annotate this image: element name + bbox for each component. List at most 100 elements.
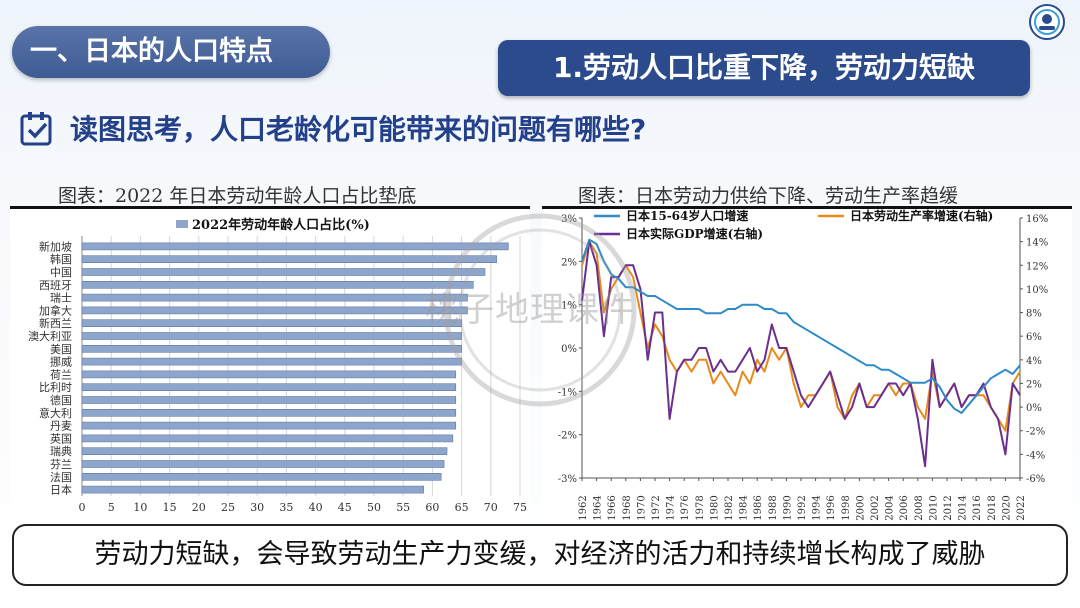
bar bbox=[81, 255, 497, 264]
x-tick-label: 0 bbox=[79, 501, 86, 514]
right-tick-label: -4% bbox=[1026, 450, 1045, 461]
x-tick-label: 2006 bbox=[899, 495, 910, 520]
right-tick-label: -6% bbox=[1026, 474, 1045, 485]
y-tick-label: 日本 bbox=[50, 483, 72, 497]
y-tick-label: 澳大利亚 bbox=[28, 329, 72, 343]
x-tick-label: 1968 bbox=[622, 495, 633, 520]
x-tick-label: 1982 bbox=[724, 495, 735, 520]
legend-swatch bbox=[176, 220, 188, 228]
line-chart: 3% 2% 1% 0% -1% -2% -3% 16% 14% 12% 10% 8% 6% 4% 2% 0% -… bbox=[558, 208, 1048, 521]
bar bbox=[81, 421, 457, 430]
y-tick-label: 荷兰 bbox=[50, 368, 72, 381]
bar bbox=[81, 332, 462, 340]
x-tick-label: 1990 bbox=[782, 495, 793, 520]
x-tick-label: 1984 bbox=[739, 495, 750, 520]
right-chart-caption: 图表：日本劳动力供给下降、劳动生产率趋缓 bbox=[578, 185, 959, 207]
x-tick-label: 40 bbox=[309, 501, 323, 514]
x-tick-label: 2004 bbox=[885, 495, 896, 520]
x-tick-label: 55 bbox=[396, 501, 410, 514]
series-line bbox=[581, 238, 1021, 414]
x-tick-label: 65 bbox=[455, 501, 469, 514]
series-line bbox=[581, 240, 1021, 468]
section-title: 一、日本的人口特点 bbox=[12, 26, 330, 78]
y-tick-label: 美国 bbox=[50, 343, 72, 356]
x-tick-label: 1992 bbox=[797, 495, 808, 520]
x-tick-label: 2002 bbox=[870, 495, 881, 520]
bar bbox=[81, 472, 442, 481]
legend-label: 日本劳动生产率增速(右轴) bbox=[850, 208, 993, 223]
y-tick-label: 芬兰 bbox=[50, 458, 72, 471]
x-tick-label: 15 bbox=[163, 501, 177, 514]
x-tick-label: 1978 bbox=[695, 495, 706, 520]
legend-label: 2022年劳动年龄人口占比(%) bbox=[192, 217, 370, 233]
question-row: 读图思考，人口老龄化可能带来的问题有哪些? bbox=[20, 106, 646, 150]
bar bbox=[81, 409, 457, 417]
x-tick-label: 45 bbox=[338, 501, 352, 514]
bar bbox=[81, 370, 457, 379]
series-line bbox=[581, 240, 1021, 432]
bar bbox=[81, 306, 468, 315]
right-tick-label: 8% bbox=[1026, 309, 1042, 320]
left-chart-panel: 0 5 10 15 20 25 30 35 40 45 50 55 60 65 70 75 2022年劳动年龄人… bbox=[10, 206, 530, 524]
y-tick-label: 瑞典 bbox=[50, 444, 72, 458]
bar bbox=[81, 357, 462, 366]
bar bbox=[81, 319, 462, 327]
x-tick-label: 1994 bbox=[812, 495, 823, 520]
y-tick-label: 挪威 bbox=[50, 355, 72, 369]
x-tick-label: 1998 bbox=[841, 495, 852, 520]
y-tick-label: 西班牙 bbox=[39, 279, 72, 292]
y-tick-label: 中国 bbox=[50, 266, 72, 279]
x-tick-label: 2018 bbox=[987, 495, 998, 520]
x-tick-label: 2000 bbox=[855, 495, 866, 520]
y-tick-label: 丹麦 bbox=[50, 420, 72, 433]
x-tick-label: 1970 bbox=[636, 495, 647, 520]
y-tick-label: 新加坡 bbox=[39, 239, 72, 253]
left-tick-label: -3% bbox=[558, 474, 577, 485]
x-tick-label: 30 bbox=[250, 501, 264, 514]
conclusion-box: 劳动力短缺，会导致劳动生产力变缓，对经济的活力和持续增长构成了威胁 bbox=[12, 524, 1068, 586]
y-tick-label: 新西兰 bbox=[39, 316, 72, 330]
y-tick-label: 英国 bbox=[50, 431, 72, 445]
x-tick-label: 10 bbox=[133, 501, 147, 514]
x-tick-label: 2022 bbox=[1016, 495, 1027, 520]
right-tick-label: 12% bbox=[1026, 261, 1048, 272]
left-tick-label: 2% bbox=[561, 257, 577, 268]
left-chart-caption: 图表：2022 年日本劳动年龄人口占比垫底 bbox=[58, 185, 417, 207]
left-tick-label: -2% bbox=[558, 431, 577, 442]
y-tick-label: 瑞士 bbox=[50, 291, 72, 305]
x-tick-label: 35 bbox=[279, 501, 293, 514]
x-tick-label: 2020 bbox=[1001, 495, 1012, 520]
y-tick-label: 比利时 bbox=[39, 381, 72, 394]
x-tick-label: 1964 bbox=[593, 495, 604, 520]
bar bbox=[81, 268, 486, 276]
bar bbox=[81, 383, 457, 391]
bar-chart: 0 5 10 15 20 25 30 35 40 45 50 55 60 65 70 75 2022年劳动年龄人… bbox=[28, 217, 527, 514]
x-tick-label: 1974 bbox=[666, 495, 677, 520]
watermark-text: 桃子地理课件 bbox=[425, 290, 635, 330]
y-tick-label: 加拿大 bbox=[39, 303, 72, 317]
right-tick-label: 0% bbox=[1026, 403, 1042, 414]
left-tick-label: 1% bbox=[561, 301, 577, 312]
x-tick-label: 1988 bbox=[768, 495, 779, 520]
bar bbox=[81, 281, 474, 289]
x-tick-label: 1996 bbox=[826, 495, 837, 520]
bar bbox=[81, 434, 454, 443]
right-tick-label: 2% bbox=[1026, 379, 1042, 390]
x-tick-label: 2012 bbox=[943, 495, 954, 520]
right-tick-label: 16% bbox=[1026, 214, 1048, 225]
bar bbox=[81, 345, 462, 353]
x-tick-label: 1962 bbox=[578, 495, 589, 520]
right-tick-label: 14% bbox=[1026, 238, 1048, 249]
x-tick-label: 1976 bbox=[680, 495, 691, 520]
x-tick-label: 1966 bbox=[607, 495, 618, 520]
x-tick-label: 60 bbox=[425, 501, 439, 514]
y-tick-label: 法国 bbox=[50, 470, 72, 484]
x-tick-label: 50 bbox=[367, 501, 381, 514]
x-tick-label: 1986 bbox=[753, 495, 764, 520]
legend-label: 日本实际GDP增速(右轴) bbox=[626, 226, 763, 241]
y-tick-label: 德国 bbox=[50, 393, 72, 407]
x-tick-label: 2014 bbox=[958, 495, 969, 520]
question-text: 读图思考，人口老龄化可能带来的问题有哪些? bbox=[70, 113, 647, 146]
x-tick-label: 2016 bbox=[972, 495, 983, 520]
subtitle-banner: 1.劳动人口比重下降，劳动力短缺 bbox=[498, 40, 1030, 96]
